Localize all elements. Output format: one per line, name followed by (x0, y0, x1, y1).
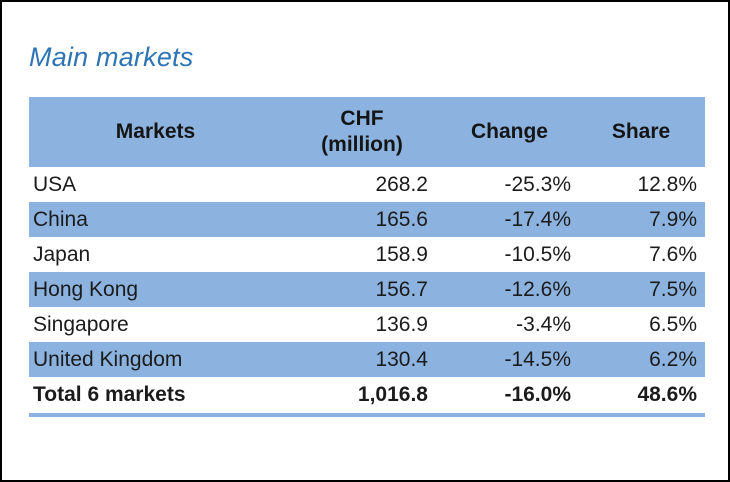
change-cell: -10.5% (504, 242, 571, 266)
total-change-cell: -16.0% (504, 382, 571, 406)
change-cell: -3.4% (516, 312, 571, 336)
market-cell: United Kingdom (33, 347, 183, 371)
chf-cell: 165.6 (375, 207, 428, 231)
share-cell: 7.6% (649, 242, 697, 266)
chf-header-line2: (million) (321, 133, 403, 156)
table-row-japan: Japan 158.9 -10.5% 7.6% (29, 237, 705, 272)
market-cell: USA (33, 172, 77, 196)
column-header-chf-million: CHF (million) (282, 106, 442, 159)
share-cell: 7.9% (649, 207, 697, 231)
chf-cell: 130.4 (375, 347, 428, 371)
total-chf-cell: 1,016.8 (357, 382, 428, 406)
total-label-cell: Total 6 markets (33, 382, 186, 406)
column-header-share: Share (611, 119, 671, 143)
table-row-united-kingdom: United Kingdom 130.4 -14.5% 6.2% (29, 342, 705, 377)
chf-header-line1: CHF (340, 106, 384, 130)
column-header-change: Change (470, 119, 548, 143)
chf-cell: 156.7 (375, 277, 428, 301)
share-cell: 12.8% (637, 172, 697, 196)
share-cell: 6.2% (649, 347, 697, 371)
main-markets-table: Markets CHF (million) Change Share USA 2… (29, 97, 705, 417)
change-cell: -17.4% (504, 207, 571, 231)
change-cell: -12.6% (504, 277, 571, 301)
table-row-hong-kong: Hong Kong 156.7 -12.6% 7.5% (29, 272, 705, 307)
share-cell: 6.5% (649, 312, 697, 336)
table-bottom-rule (29, 413, 705, 417)
table-row-china: China 165.6 -17.4% 7.9% (29, 202, 705, 237)
chf-cell: 136.9 (375, 312, 428, 336)
column-header-markets: Markets (115, 119, 196, 143)
market-cell: Japan (33, 242, 91, 266)
table-row-singapore: Singapore 136.9 -3.4% 6.5% (29, 307, 705, 342)
chf-cell: 268.2 (375, 172, 428, 196)
change-cell: -14.5% (504, 347, 571, 371)
table-row-usa: USA 268.2 -25.3% 12.8% (29, 167, 705, 202)
table-header-row: Markets CHF (million) Change Share (29, 97, 705, 167)
change-cell: -25.3% (504, 172, 571, 196)
total-share-cell: 48.6% (637, 382, 697, 406)
page-title: Main markets (29, 42, 194, 72)
market-cell: China (33, 207, 88, 231)
market-cell: Singapore (33, 312, 129, 336)
market-cell: Hong Kong (33, 277, 139, 301)
share-cell: 7.5% (649, 277, 697, 301)
chf-cell: 158.9 (375, 242, 428, 266)
table-total-row: Total 6 markets 1,016.8 -16.0% 48.6% (29, 377, 705, 412)
